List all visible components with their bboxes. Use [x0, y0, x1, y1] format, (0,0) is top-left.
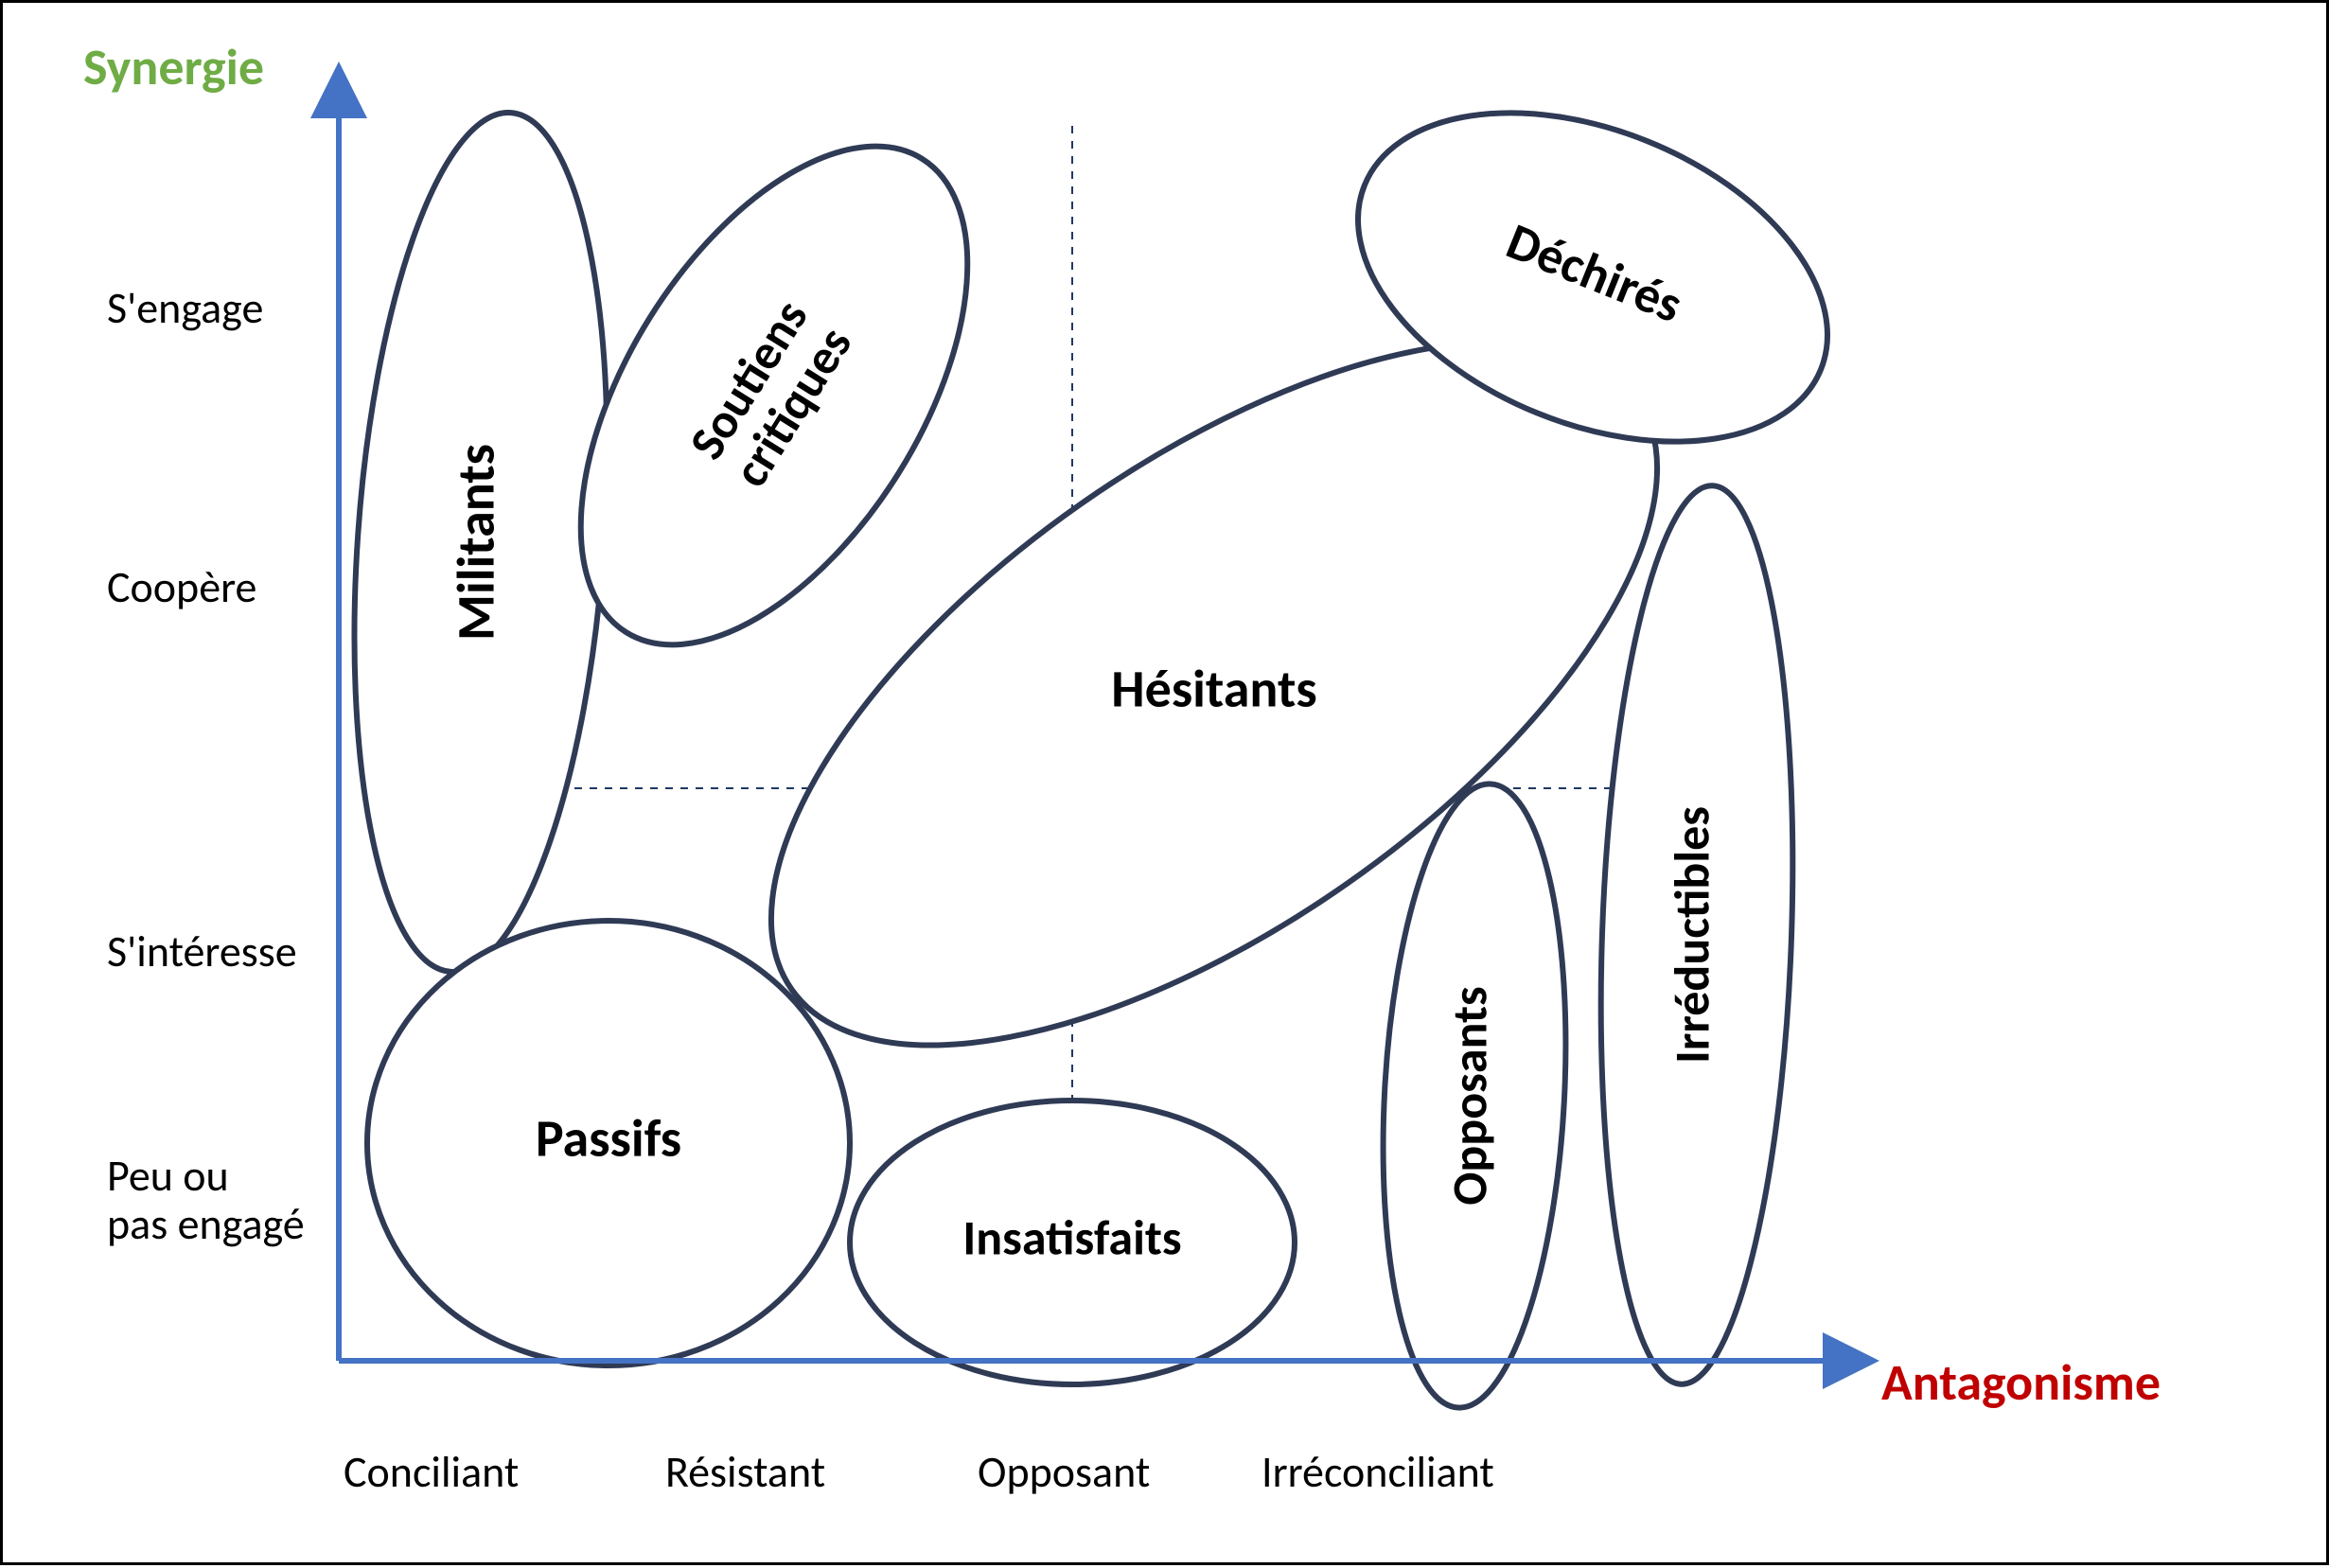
y-tick-sengage: S'engage: [107, 282, 263, 335]
x-tick-opposant: Opposant: [978, 1446, 1150, 1499]
sociodynamics-chart: MilitantsSoutienscritiquesHésitantsDéchi…: [0, 0, 2329, 1565]
ellipse-irreductibles-label: Irréductibles: [1662, 806, 1722, 1064]
ellipse-militants-label: Militants: [445, 444, 509, 641]
ellipse-insatisfaits: Insatisfaits: [850, 1101, 1295, 1384]
ellipse-irreductibles: Irréductibles: [1586, 483, 1807, 1387]
y-tick-coopere: Coopère: [107, 561, 256, 614]
ellipse-passifs: Passifs: [367, 921, 850, 1365]
x-tick-conciliant: Conciliant: [344, 1446, 519, 1499]
y-tick-sinteresse: S'intéresse: [107, 925, 297, 978]
chart-svg: MilitantsSoutienscritiquesHésitantsDéchi…: [3, 3, 2329, 1568]
ellipse-passifs-label: Passifs: [536, 1107, 681, 1172]
ellipse-hesitants-label: Hésitants: [1111, 658, 1316, 722]
x-axis-title: Antagonisme: [1881, 1351, 2161, 1414]
y-tick-peu-engage: Peu ou pas engagé: [107, 1153, 305, 1248]
ellipse-opposants-label: Opposants: [1439, 986, 1500, 1206]
x-tick-irreconciliant: Irréconciliant: [1262, 1446, 1494, 1499]
y-axis-title: Synergie: [83, 36, 264, 98]
ellipse-opposants: Opposants: [1368, 779, 1580, 1412]
x-tick-resistant: Résistant: [665, 1446, 825, 1499]
ellipse-insatisfaits-label: Insatisfaits: [962, 1207, 1181, 1268]
